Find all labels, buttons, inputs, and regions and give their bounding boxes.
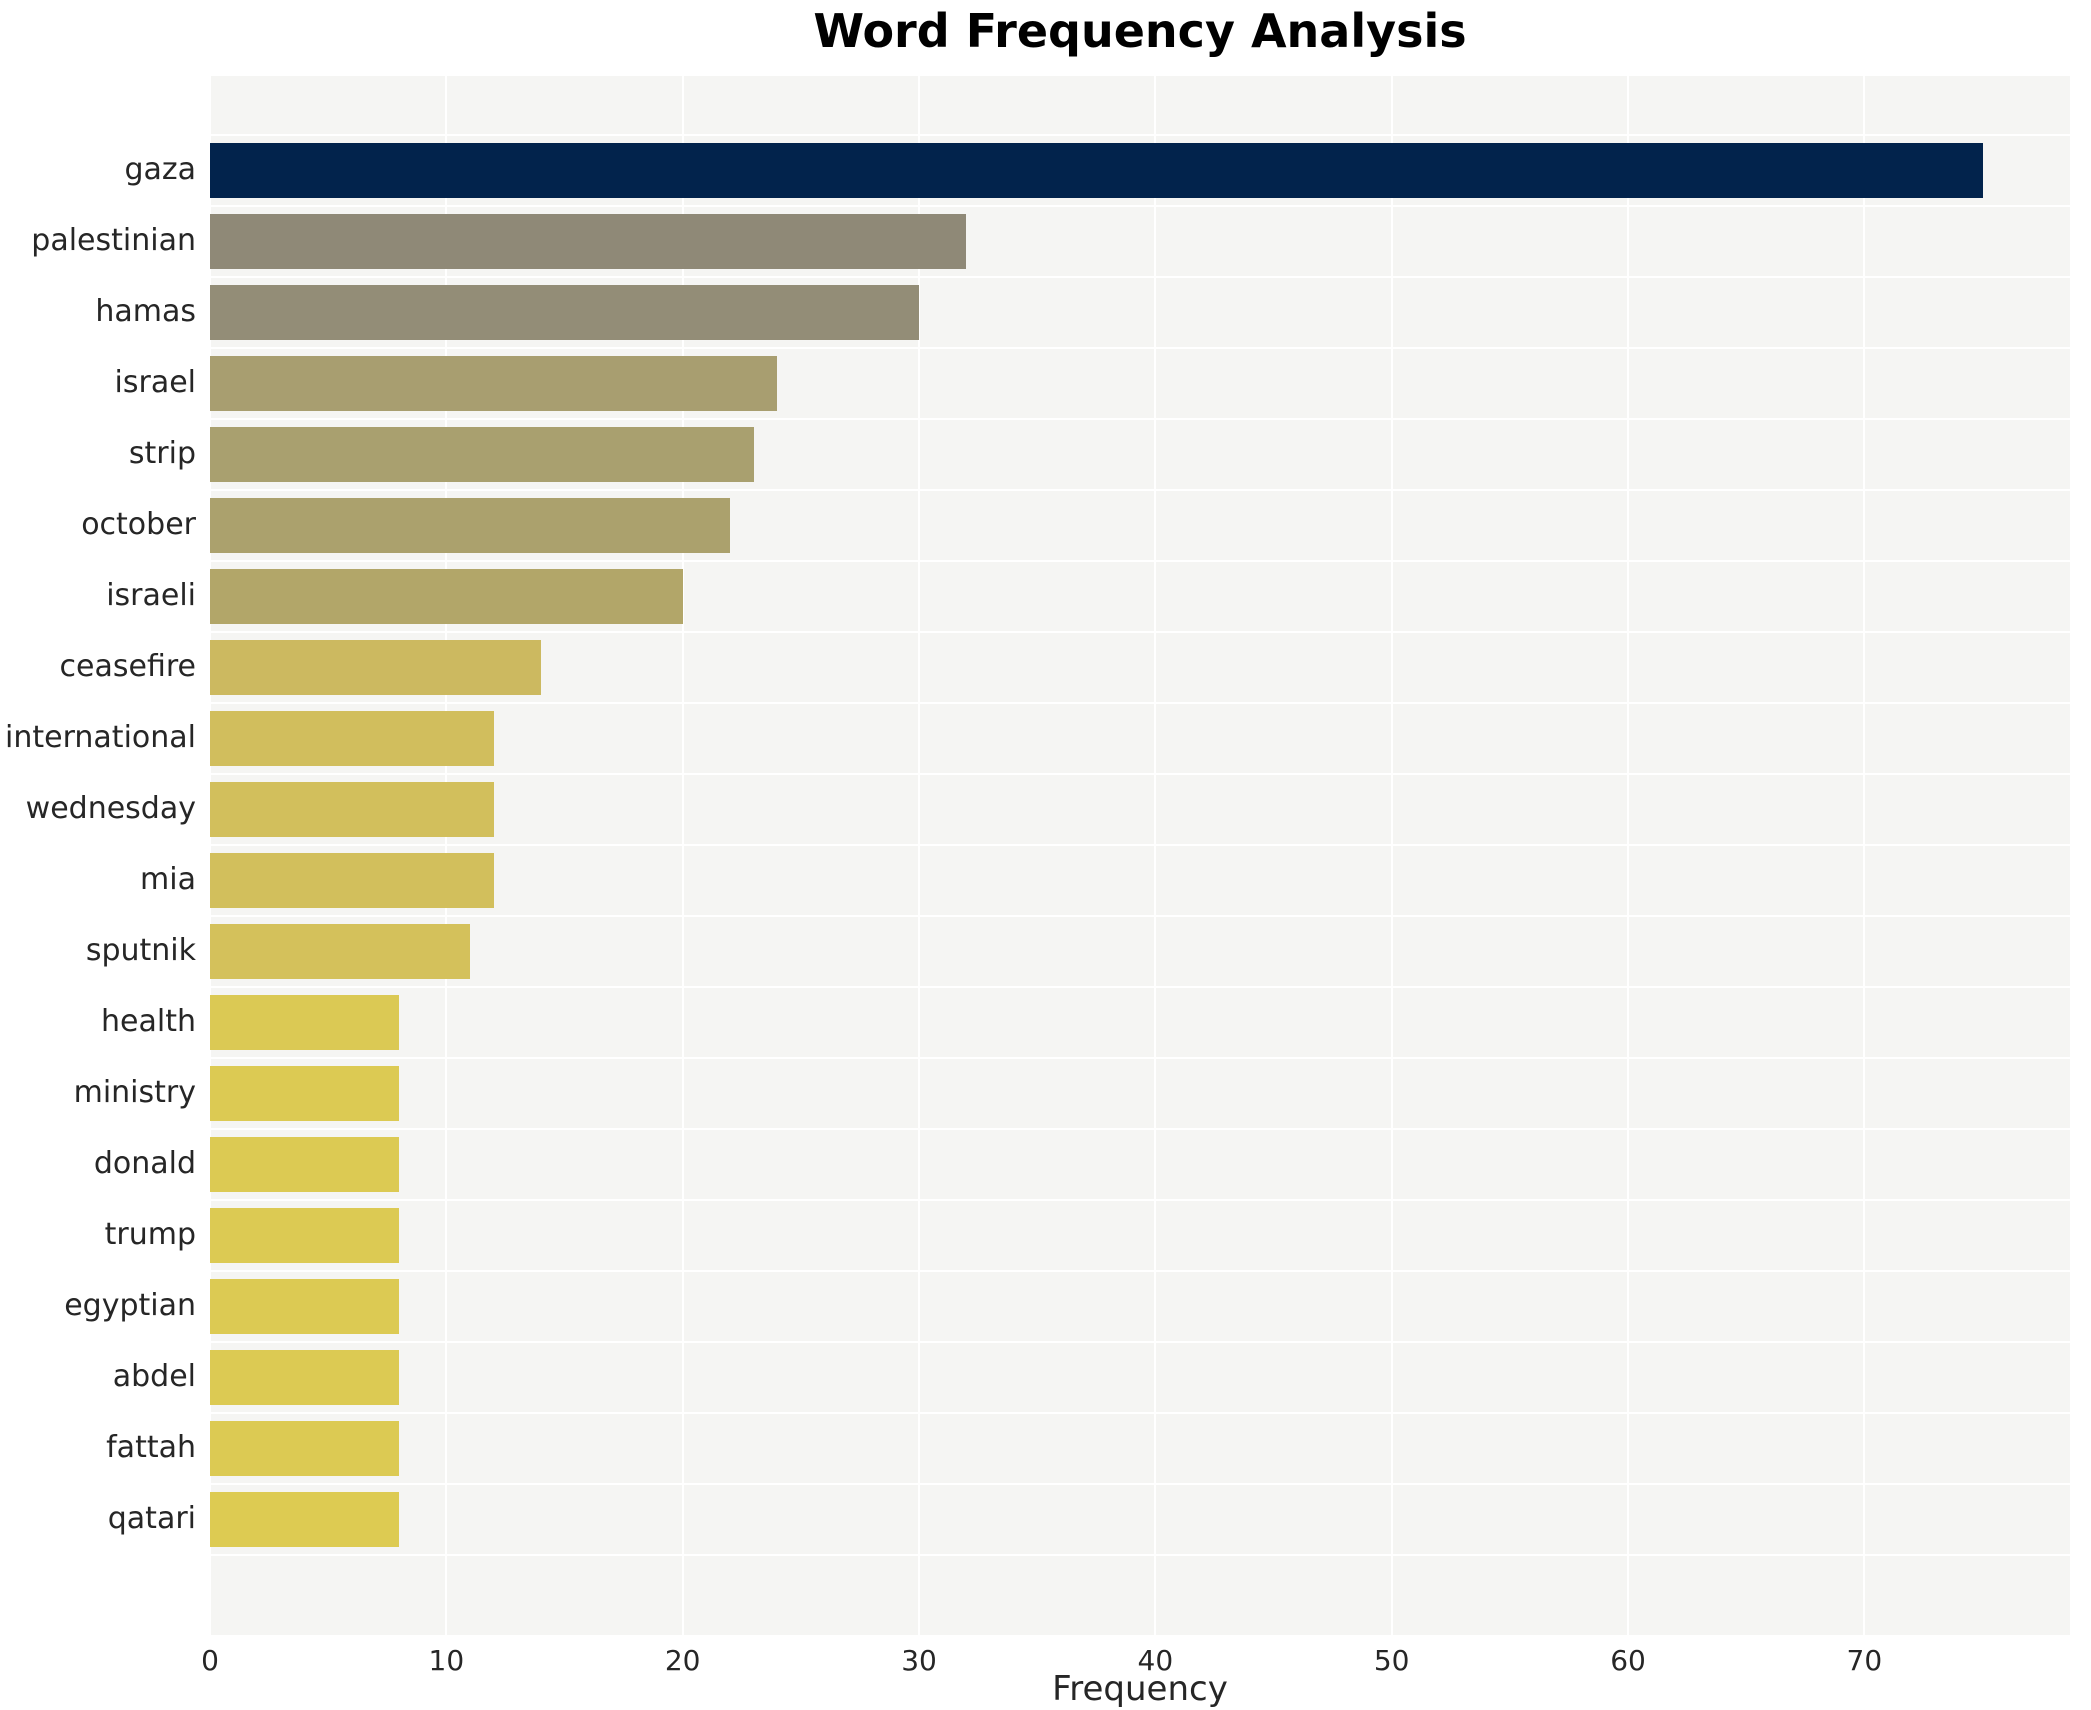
y-tick-label-mia: mia <box>140 862 196 897</box>
vertical-gridline <box>1863 76 1866 1635</box>
bar-qatari <box>210 1491 400 1547</box>
horizontal-gridline <box>210 1269 2070 1272</box>
bar-ministry <box>210 1065 400 1121</box>
horizontal-gridline <box>210 133 2070 136</box>
horizontal-gridline <box>210 346 2070 349</box>
bar-health <box>210 994 400 1050</box>
bar-hamas <box>210 284 920 340</box>
y-tick-label-health: health <box>101 1004 196 1039</box>
bar-trump <box>210 1207 400 1263</box>
vertical-gridline <box>1154 76 1157 1635</box>
horizontal-gridline <box>210 772 2070 775</box>
bar-egyptian <box>210 1278 400 1334</box>
horizontal-gridline <box>210 204 2070 207</box>
y-tick-label-abdel: abdel <box>112 1359 196 1394</box>
plot-area <box>209 76 2070 1635</box>
horizontal-gridline <box>210 1127 2070 1130</box>
chart-title: Word Frequency Analysis <box>813 4 1467 58</box>
horizontal-gridline <box>210 630 2070 633</box>
x-tick-label-60: 60 <box>1610 1644 1646 1677</box>
x-tick-label-20: 20 <box>664 1644 701 1677</box>
bar-strip <box>210 426 754 482</box>
bar-israeli <box>210 568 683 624</box>
horizontal-gridline <box>210 1482 2070 1485</box>
horizontal-gridline <box>210 1553 2070 1556</box>
bar-fattah <box>210 1420 400 1476</box>
x-tick-label-10: 10 <box>428 1644 465 1677</box>
x-tick-label-40: 40 <box>1137 1644 1174 1677</box>
y-tick-label-strip: strip <box>128 436 196 471</box>
x-axis-title: Frequency <box>1052 1669 1228 1709</box>
x-tick-label-30: 30 <box>901 1644 937 1677</box>
bar-gaza <box>210 142 1983 198</box>
y-tick-label-israel: israel <box>114 365 196 400</box>
horizontal-gridline <box>210 275 2070 278</box>
y-tick-label-trump: trump <box>104 1217 196 1252</box>
bar-israel <box>210 355 778 411</box>
horizontal-gridline <box>210 1411 2070 1414</box>
y-tick-label-israeli: israeli <box>106 578 196 613</box>
horizontal-gridline <box>210 559 2070 562</box>
bar-october <box>210 497 730 553</box>
y-tick-label-hamas: hamas <box>95 294 196 329</box>
horizontal-gridline <box>210 914 2070 917</box>
y-tick-label-international: international <box>5 720 196 755</box>
bar-mia <box>210 852 494 908</box>
bar-wednesday <box>210 781 494 837</box>
horizontal-gridline <box>210 1198 2070 1201</box>
y-tick-label-palestinian: palestinian <box>31 223 196 258</box>
y-tick-label-ministry: ministry <box>73 1075 196 1110</box>
bar-sputnik <box>210 923 470 979</box>
x-tick-label-50: 50 <box>1373 1644 1410 1677</box>
bar-palestinian <box>210 213 967 269</box>
vertical-gridline <box>918 76 921 1635</box>
bar-donald <box>210 1136 400 1192</box>
horizontal-gridline <box>210 417 2070 420</box>
horizontal-gridline <box>210 985 2070 988</box>
horizontal-gridline <box>210 701 2070 704</box>
y-tick-label-ceasefire: ceasefire <box>59 649 196 684</box>
vertical-gridline <box>1627 76 1630 1635</box>
vertical-gridline <box>1390 76 1393 1635</box>
bar-abdel <box>210 1349 400 1405</box>
x-tick-label-70: 70 <box>1846 1644 1883 1677</box>
y-tick-label-sputnik: sputnik <box>85 933 196 968</box>
horizontal-gridline <box>210 1056 2070 1059</box>
horizontal-gridline <box>210 843 2070 846</box>
bar-ceasefire <box>210 639 541 695</box>
horizontal-gridline <box>210 1340 2070 1343</box>
y-tick-label-qatari: qatari <box>107 1501 196 1536</box>
y-tick-label-donald: donald <box>93 1146 196 1181</box>
y-tick-label-wednesday: wednesday <box>25 791 196 826</box>
x-tick-label-0: 0 <box>201 1644 219 1677</box>
y-tick-label-fattah: fattah <box>106 1430 196 1465</box>
bar-international <box>210 710 494 766</box>
y-tick-label-egyptian: egyptian <box>64 1288 196 1323</box>
horizontal-gridline <box>210 488 2070 491</box>
vertical-gridline <box>681 76 684 1635</box>
y-tick-label-october: october <box>81 507 196 542</box>
y-tick-label-gaza: gaza <box>124 152 196 187</box>
